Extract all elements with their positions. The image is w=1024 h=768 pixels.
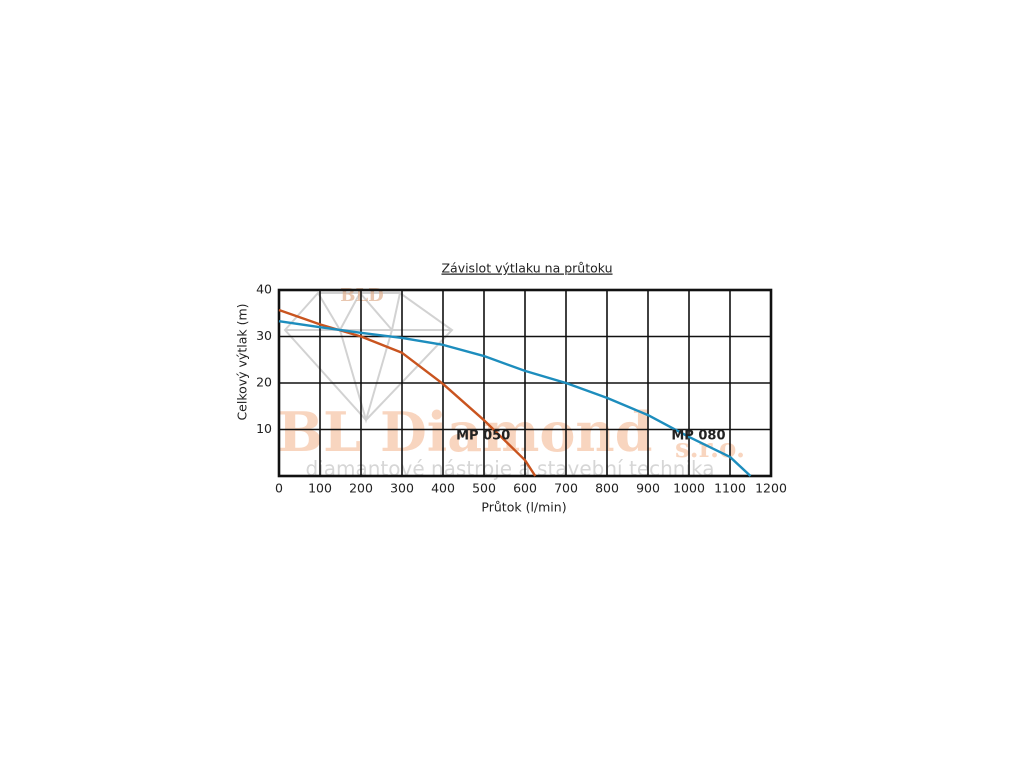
x-tick-label: 500 bbox=[472, 481, 496, 496]
x-tick-label: 200 bbox=[349, 481, 373, 496]
chart-title: Závislot výtlaku na průtoku bbox=[441, 261, 612, 276]
x-tick-label: 700 bbox=[554, 481, 578, 496]
x-tick-label: 900 bbox=[636, 481, 660, 496]
x-tick-label: 300 bbox=[390, 481, 414, 496]
x-tick-label: 1000 bbox=[673, 481, 705, 496]
x-tick-label: 400 bbox=[431, 481, 455, 496]
watermark-brand: BL Diamond bbox=[278, 400, 653, 464]
y-tick-label: 30 bbox=[256, 328, 272, 343]
watermark-diamond bbox=[283, 291, 454, 424]
y-tick-label: 20 bbox=[256, 375, 272, 390]
y-tick-label: 40 bbox=[256, 282, 272, 297]
x-tick-label: 1200 bbox=[755, 481, 787, 496]
watermark-logo: BLD bbox=[340, 285, 383, 306]
x-tick-label: 1100 bbox=[714, 481, 746, 496]
series-line bbox=[278, 319, 752, 477]
series-label: MP 050 bbox=[456, 429, 510, 444]
x-tick-label: 0 bbox=[275, 481, 283, 496]
x-tick-label: 800 bbox=[595, 481, 619, 496]
y-axis-label: Celkový výtlak (m) bbox=[235, 303, 250, 420]
x-axis-label: Průtok (l/min) bbox=[481, 500, 566, 515]
plot-frame bbox=[277, 288, 773, 478]
series-label: MP 080 bbox=[671, 429, 725, 444]
y-tick-label: 10 bbox=[256, 421, 272, 436]
x-tick-label: 600 bbox=[513, 481, 537, 496]
x-tick-label: 100 bbox=[308, 481, 332, 496]
series-line bbox=[278, 308, 537, 477]
